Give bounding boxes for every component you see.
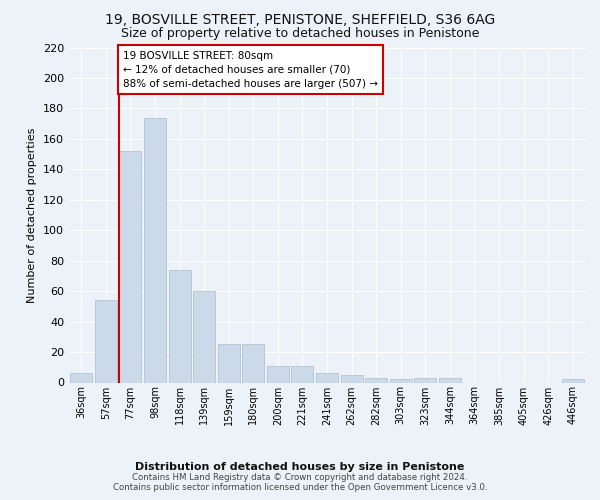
Bar bbox=[218, 344, 240, 383]
Y-axis label: Number of detached properties: Number of detached properties bbox=[28, 128, 37, 302]
Bar bbox=[316, 374, 338, 382]
Bar bbox=[267, 366, 289, 382]
Bar bbox=[95, 300, 117, 382]
Bar bbox=[169, 270, 191, 382]
Bar bbox=[389, 380, 412, 382]
Bar bbox=[341, 375, 362, 382]
Bar bbox=[292, 366, 313, 382]
Text: 19 BOSVILLE STREET: 80sqm
← 12% of detached houses are smaller (70)
88% of semi-: 19 BOSVILLE STREET: 80sqm ← 12% of detac… bbox=[123, 50, 378, 88]
Text: 19, BOSVILLE STREET, PENISTONE, SHEFFIELD, S36 6AG: 19, BOSVILLE STREET, PENISTONE, SHEFFIEL… bbox=[105, 12, 495, 26]
Bar bbox=[70, 374, 92, 382]
Text: Size of property relative to detached houses in Penistone: Size of property relative to detached ho… bbox=[121, 28, 479, 40]
Text: Distribution of detached houses by size in Penistone: Distribution of detached houses by size … bbox=[136, 462, 464, 472]
Bar bbox=[119, 151, 142, 382]
Text: Contains HM Land Registry data © Crown copyright and database right 2024.
Contai: Contains HM Land Registry data © Crown c… bbox=[113, 473, 487, 492]
Bar bbox=[562, 380, 584, 382]
Bar bbox=[144, 118, 166, 382]
Bar bbox=[439, 378, 461, 382]
Bar bbox=[242, 344, 265, 383]
Bar bbox=[414, 378, 436, 382]
Bar bbox=[193, 291, 215, 382]
Bar bbox=[365, 378, 387, 382]
